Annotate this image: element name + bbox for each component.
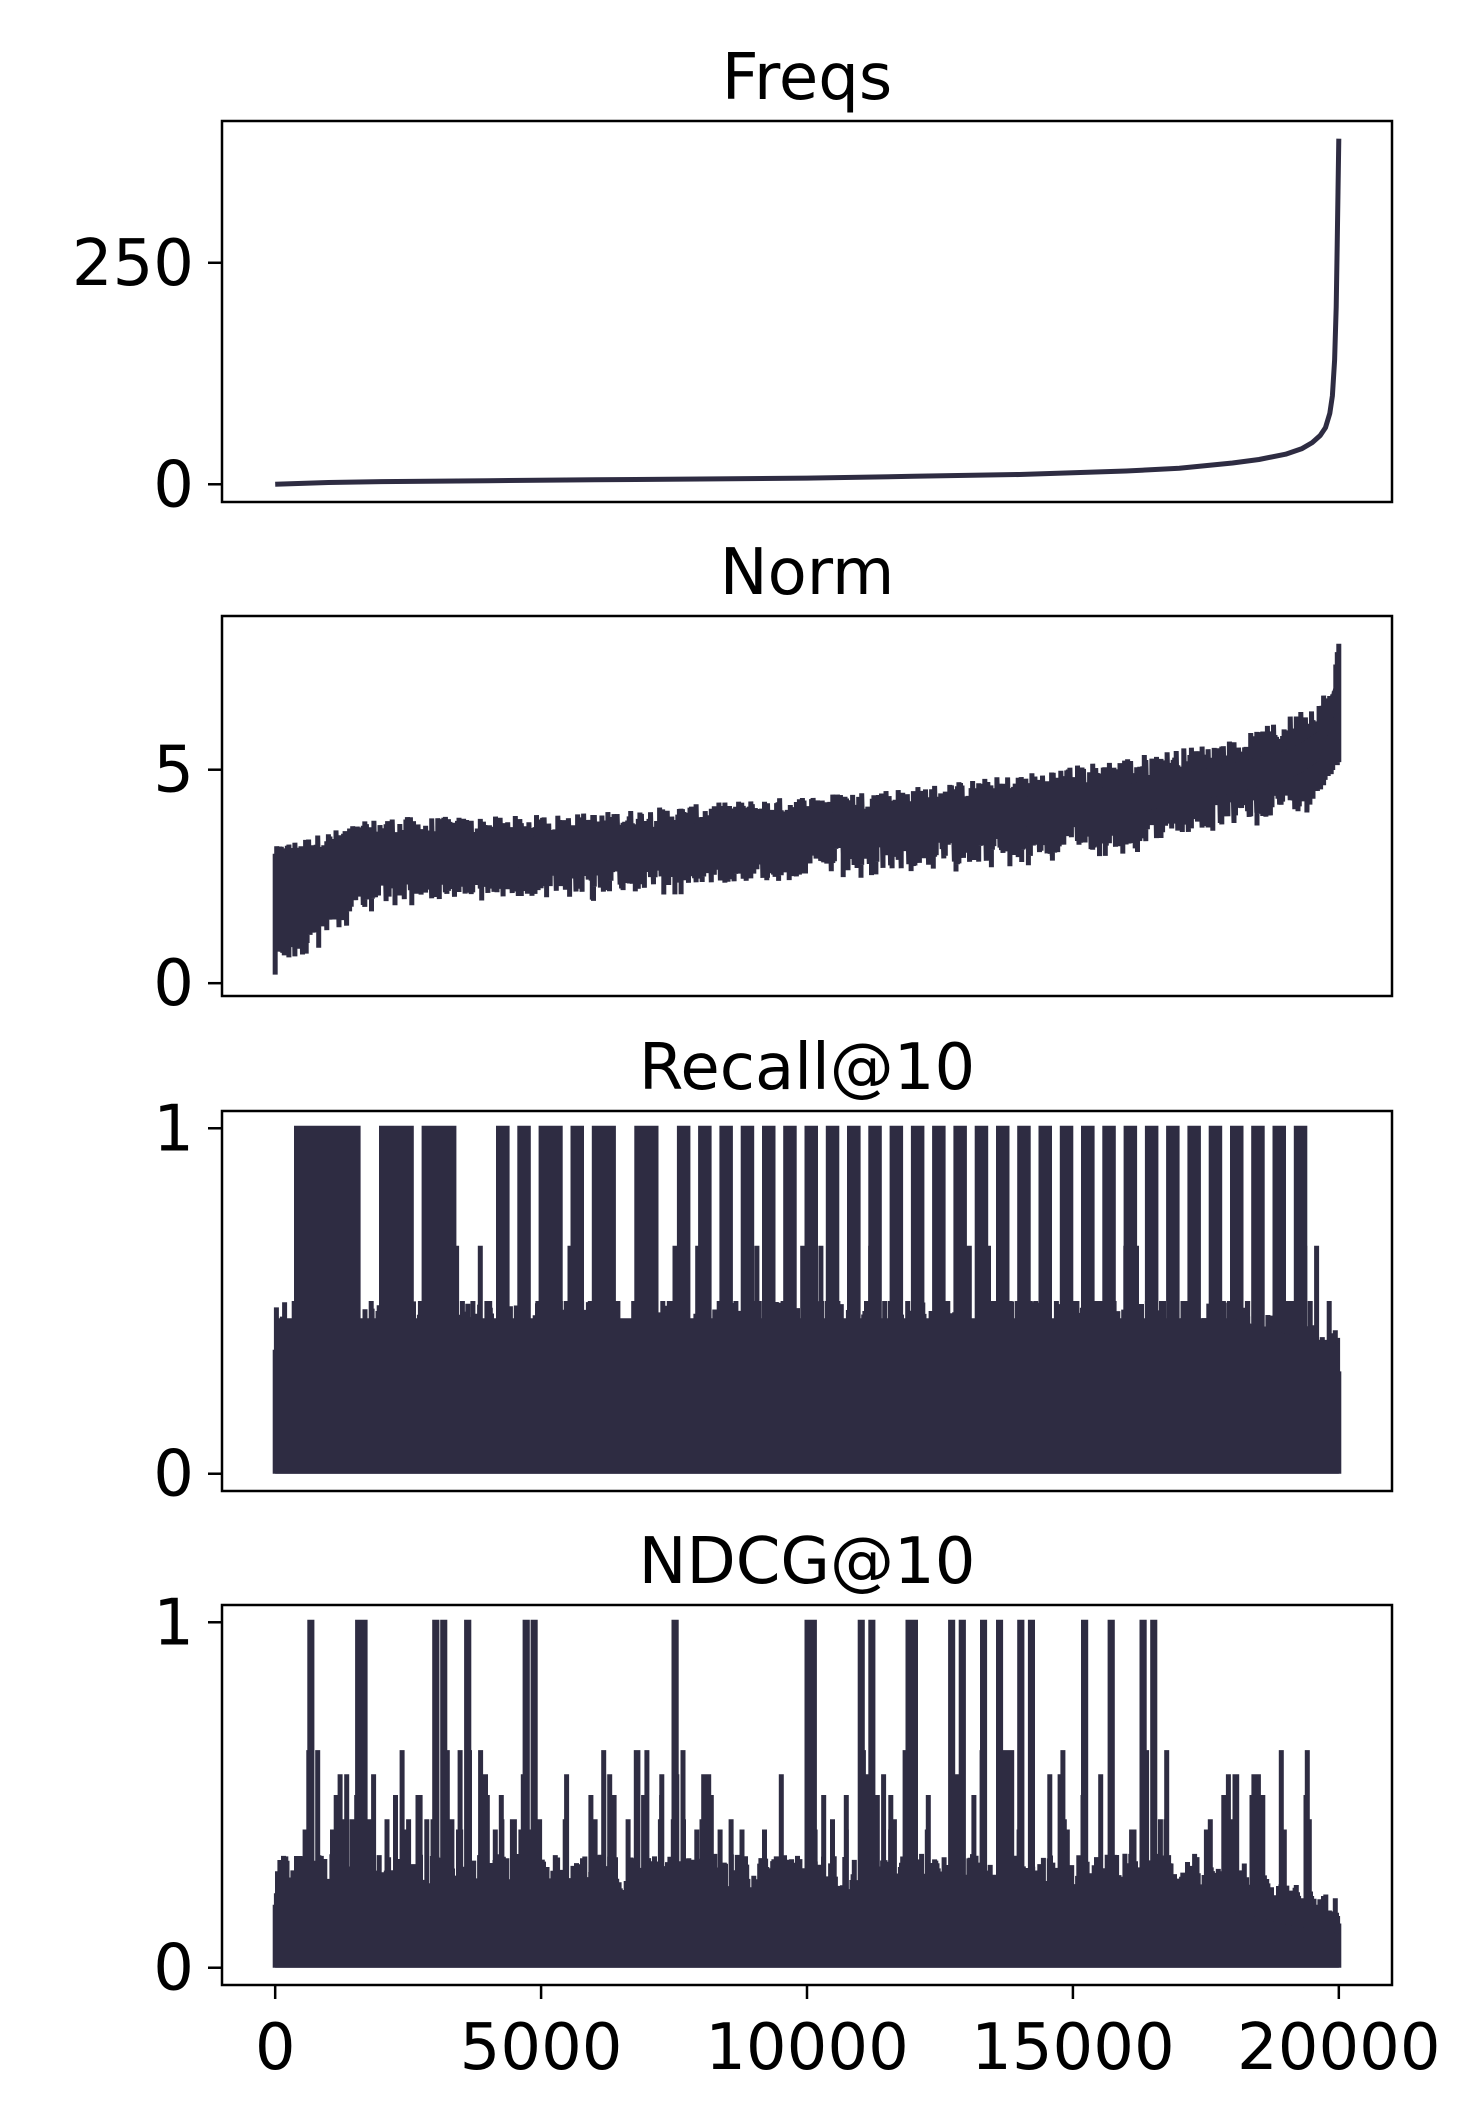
recall-title: Recall@10 xyxy=(639,1031,975,1105)
freqs-panel: Freqs 0 250 xyxy=(72,41,1394,522)
y-tick-label: 250 xyxy=(72,227,194,301)
recall-panel: Recall@10 0 1 xyxy=(153,1031,1394,1512)
ndcg-panel: NDCG@10 0 1 0 5000 10000 15000 20000 xyxy=(153,1525,1440,2085)
y-tick-label: 0 xyxy=(153,448,194,522)
x-tick-label: 5000 xyxy=(460,2011,623,2085)
y-tick-label: 1 xyxy=(153,1586,194,1660)
ndcg-series-band xyxy=(275,1910,1339,1968)
x-tick-label: 0 xyxy=(255,2011,296,2085)
freqs-series-line xyxy=(275,138,1342,487)
y-tick-label: 0 xyxy=(153,1932,194,2006)
recall-series-band xyxy=(275,1318,1339,1474)
x-tick-label: 15000 xyxy=(971,2011,1175,2085)
y-tick-label: 0 xyxy=(153,1438,194,1512)
freqs-title: Freqs xyxy=(722,41,892,115)
axes-frame xyxy=(220,614,1394,998)
y-tick-label: 5 xyxy=(153,734,194,808)
y-tick-label: 0 xyxy=(153,947,194,1021)
ndcg-title: NDCG@10 xyxy=(639,1525,976,1599)
x-tick-label: 20000 xyxy=(1237,2011,1441,2085)
norm-title: Norm xyxy=(720,536,895,610)
y-tick-label: 1 xyxy=(153,1092,194,1166)
x-tick-label: 10000 xyxy=(705,2011,909,2085)
norm-panel: Norm 0 5 xyxy=(153,536,1394,1021)
norm-series-band xyxy=(280,680,1337,879)
axes-frame xyxy=(220,1109,1394,1493)
axes-frame xyxy=(220,119,1394,504)
norm-series-line xyxy=(272,643,1342,975)
